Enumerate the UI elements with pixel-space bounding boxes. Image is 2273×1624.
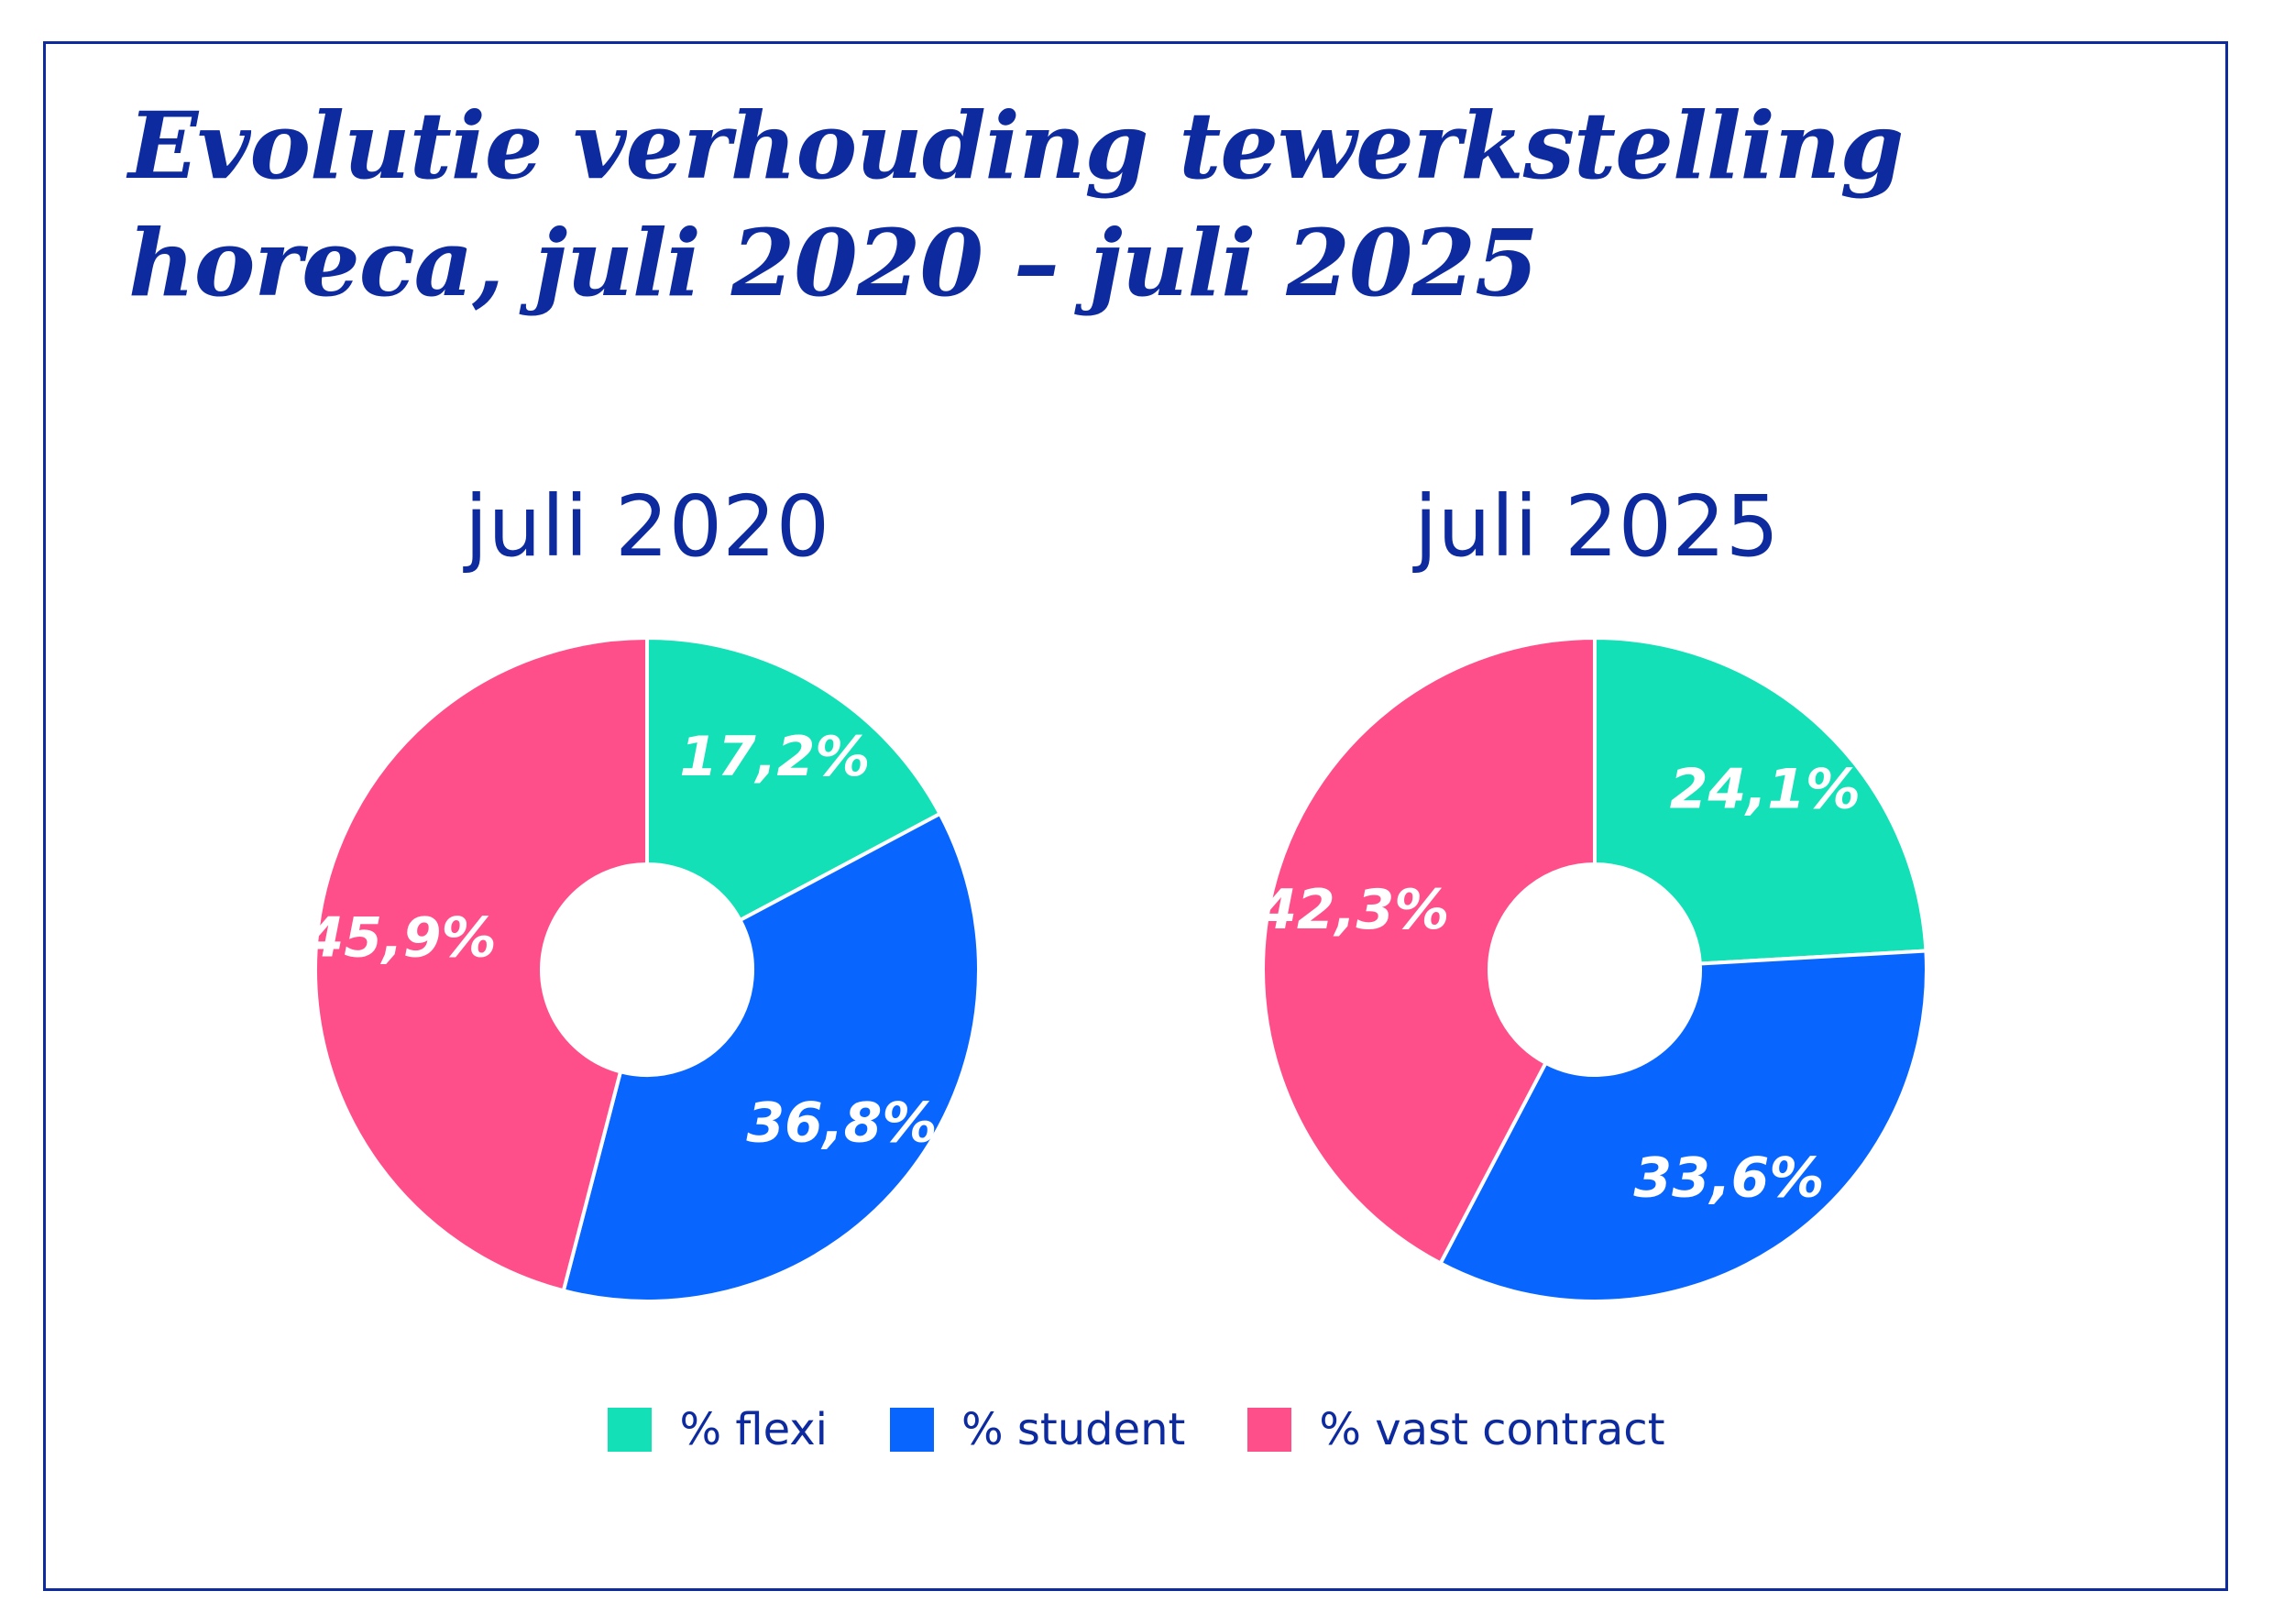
legend: % flexi % student % vast contract <box>0 1404 2273 1455</box>
legend-label-vast-contract: % vast contract <box>1319 1404 1665 1455</box>
slice-label-flexi: 24,1% <box>1670 757 1861 821</box>
slice-vast-contract <box>313 635 649 1293</box>
donut-chart-2020: 17,2% 36,8% 45,9% <box>305 635 981 1303</box>
slice-flexi <box>1593 635 1928 966</box>
chart-title-2025: juli 2025 <box>1413 477 1780 576</box>
legend-item-vast-contract: % vast contract <box>1247 1404 1665 1455</box>
slice-vast-contract <box>1261 635 1597 1267</box>
legend-swatch-student <box>890 1408 935 1452</box>
slice-student <box>1437 949 1928 1303</box>
chart-frame <box>43 41 2228 1591</box>
slice-label-student: 36,8% <box>746 1092 937 1156</box>
legend-swatch-flexi <box>608 1408 653 1452</box>
slice-flexi <box>645 635 943 923</box>
donut-chart-2025: 24,1% 33,6% 42,3% <box>1257 635 1928 1303</box>
chart-title-2020: juli 2020 <box>464 477 830 576</box>
page-title-line-1: Evolutie verhouding tewerkstelling <box>128 92 1904 200</box>
legend-swatch-vast-contract <box>1247 1408 1292 1452</box>
page-title: Evolutie verhouding tewerkstelling horec… <box>128 87 1904 322</box>
slice-label-student: 33,6% <box>1633 1147 1824 1211</box>
slice-student <box>561 811 981 1303</box>
slice-label-vast-contract: 42,3% <box>1257 878 1449 942</box>
slice-label-flexi: 17,2% <box>679 725 870 789</box>
legend-label-student: % student <box>961 1404 1186 1455</box>
slice-label-vast-contract: 45,9% <box>305 906 497 971</box>
legend-item-flexi: % flexi <box>608 1404 828 1455</box>
legend-item-student: % student <box>890 1404 1185 1455</box>
page-title-line-2: horeca, juli 2020 – juli 2025 <box>128 209 1539 317</box>
legend-label-flexi: % flexi <box>679 1404 829 1455</box>
